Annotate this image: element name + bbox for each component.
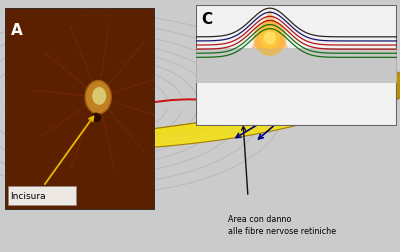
- Ellipse shape: [91, 113, 101, 123]
- Text: Area con danno
alle fibre nervose retiniche: Area con danno alle fibre nervose retini…: [228, 214, 336, 235]
- Bar: [196, 49, 397, 84]
- Polygon shape: [82, 77, 397, 152]
- Ellipse shape: [391, 73, 400, 100]
- Ellipse shape: [92, 88, 106, 106]
- Text: B: B: [360, 76, 370, 89]
- Ellipse shape: [260, 27, 280, 50]
- Polygon shape: [82, 77, 397, 146]
- Ellipse shape: [254, 21, 286, 57]
- Bar: [8, 187, 76, 206]
- Polygon shape: [252, 10, 288, 49]
- Ellipse shape: [85, 81, 111, 114]
- Text: C: C: [201, 12, 212, 27]
- Text: A: A: [11, 23, 23, 38]
- Text: Incisura: Incisura: [10, 192, 46, 201]
- Ellipse shape: [264, 32, 276, 45]
